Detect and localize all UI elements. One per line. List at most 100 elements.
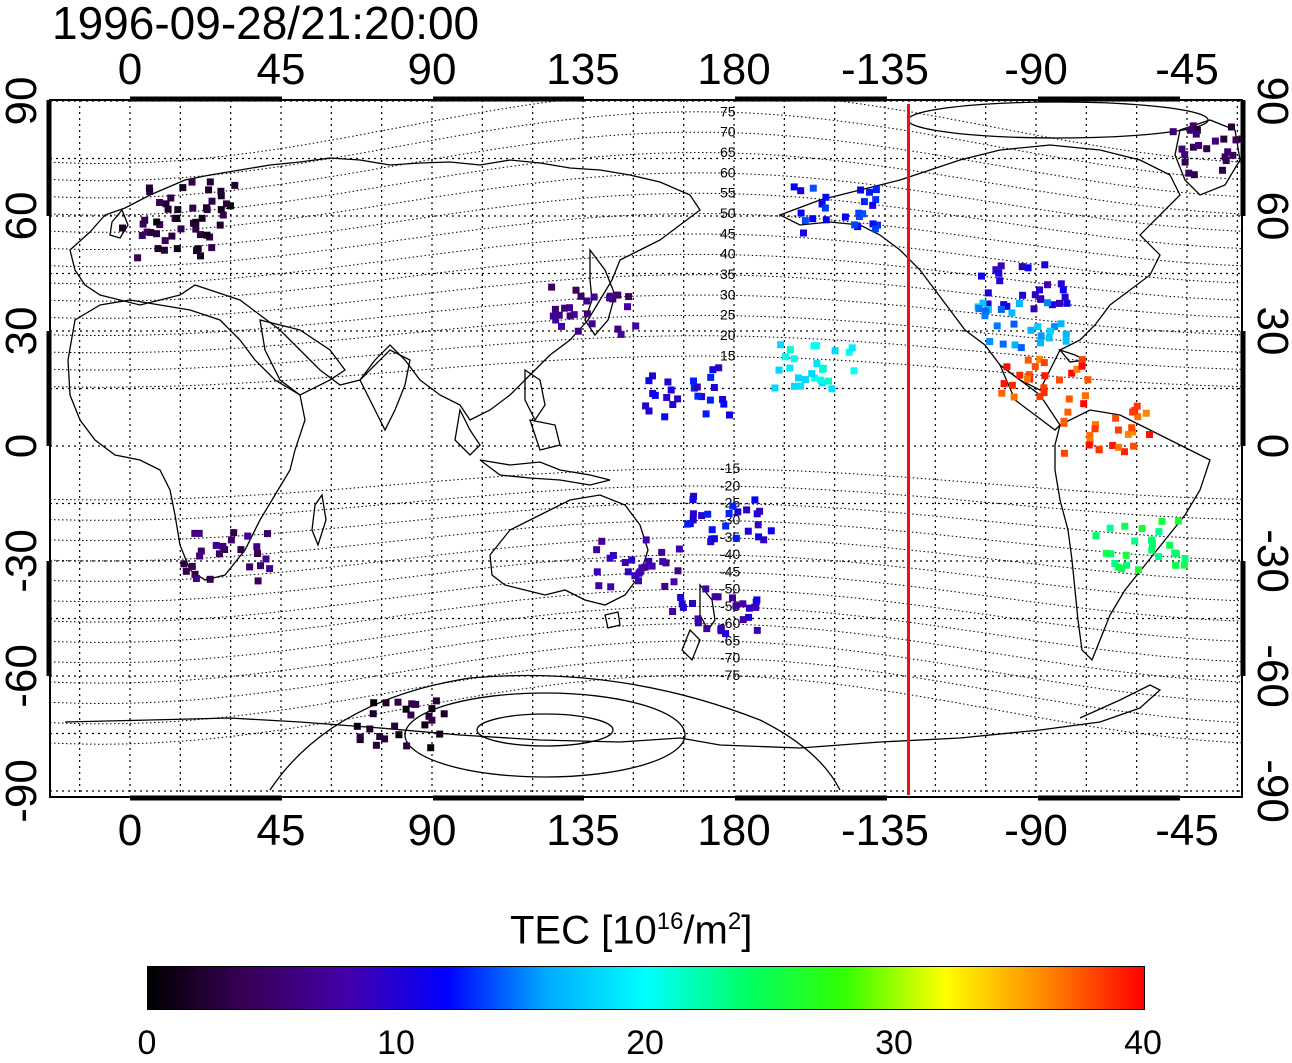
lat-tick-label-left: 30 <box>0 307 46 356</box>
tec-square <box>756 507 764 515</box>
tec-square <box>828 385 836 393</box>
tec-square <box>874 221 881 229</box>
tec-square <box>708 526 716 534</box>
mag-lat-contour <box>50 537 1242 582</box>
tec-square <box>745 604 753 612</box>
lon-tick-label-bottom: -135 <box>841 806 929 855</box>
tec-square <box>797 187 805 195</box>
tec-square <box>732 534 740 542</box>
lat-tick-label-left: -60 <box>0 644 46 708</box>
tec-square <box>1238 135 1242 143</box>
tec-square <box>192 225 200 233</box>
tec-square <box>809 215 817 223</box>
tec-square <box>1107 550 1115 558</box>
tec-square <box>869 201 877 209</box>
tec-square <box>722 522 730 530</box>
tec-square <box>690 377 697 385</box>
tec-square <box>850 367 858 375</box>
tec-square <box>1056 299 1063 307</box>
lat-ticks-right: 90 60 30 0 -30 -60 -90 <box>1248 77 1292 823</box>
lon-tick-label-bottom: -45 <box>1155 806 1219 855</box>
tec-square <box>161 237 169 245</box>
tec-square <box>230 529 238 537</box>
tec-square <box>196 231 204 239</box>
tec-square <box>689 496 697 504</box>
tec-square <box>995 269 1003 277</box>
tec-square <box>583 310 591 318</box>
tec-square <box>638 564 646 572</box>
tec-square <box>1037 295 1045 303</box>
tec-square <box>993 322 1001 330</box>
tec-square <box>872 196 880 204</box>
tec-square <box>1109 442 1117 449</box>
tec-square <box>855 209 863 217</box>
tec-square <box>203 231 211 239</box>
tec-square <box>1031 363 1039 371</box>
tec-square <box>975 305 983 313</box>
lon-tick-label-top: -90 <box>1004 45 1068 94</box>
tec-square <box>1040 389 1048 397</box>
tec-square <box>1018 263 1026 271</box>
tec-square <box>208 244 216 252</box>
tec-square <box>674 395 682 403</box>
lat-tick-label-left: 0 <box>0 434 46 458</box>
tec-square <box>139 220 147 228</box>
mag-lat-label: 20 <box>720 327 736 343</box>
tec-square <box>1078 356 1086 364</box>
tec-square <box>1181 555 1189 562</box>
tec-square <box>777 341 785 349</box>
colorbar-tick-label: 40 <box>1124 1024 1162 1062</box>
lon-tick-label-top: 180 <box>697 45 770 94</box>
tec-square <box>219 211 227 219</box>
tec-square <box>669 608 677 615</box>
tec-square <box>574 327 582 335</box>
tec-square <box>436 730 444 738</box>
tec-square <box>1195 142 1203 149</box>
tec-square <box>704 510 712 518</box>
tec-square <box>1121 522 1129 530</box>
tec-square <box>698 512 706 520</box>
tec-square <box>160 246 168 254</box>
tec-square <box>1063 299 1071 307</box>
tec-square <box>607 583 615 591</box>
lat-tick-label-right: -60 <box>1248 644 1292 708</box>
tec-square <box>997 305 1005 313</box>
tec-square <box>709 366 717 374</box>
tec-square <box>1061 293 1069 301</box>
tec-square <box>1146 431 1153 438</box>
tec-square <box>1008 309 1016 317</box>
tec-square <box>598 537 606 545</box>
tec-square <box>134 254 142 262</box>
tec-square <box>1017 344 1025 352</box>
tec-square <box>1115 443 1123 451</box>
tec-square <box>786 346 794 354</box>
lon-tick-label-top: 0 <box>118 45 142 94</box>
tec-square <box>1131 537 1139 545</box>
tec-square <box>1003 302 1011 310</box>
lat-tick-label-right: -90 <box>1248 759 1292 823</box>
tec-square <box>227 202 234 210</box>
tec-square <box>822 193 830 201</box>
tec-square <box>153 218 161 226</box>
tec-square <box>402 705 410 713</box>
mag-lat-contour <box>50 674 1242 745</box>
colorbar-tick-label: 10 <box>377 1024 415 1062</box>
tec-square <box>1056 376 1063 384</box>
mag-lat-contour <box>50 657 1242 725</box>
tec-square <box>180 560 188 568</box>
tec-square <box>694 392 702 400</box>
tec-square <box>845 348 853 356</box>
tec-square <box>1121 448 1128 456</box>
mag-lat-contour <box>50 111 1242 182</box>
tec-square <box>1065 395 1073 403</box>
tec-square <box>217 192 225 200</box>
tec-square <box>812 342 820 350</box>
mag-lat-label: -40 <box>720 546 740 562</box>
lat-tick-label-right: -30 <box>1248 529 1292 593</box>
tec-square <box>1016 300 1023 307</box>
tec-square <box>138 232 146 239</box>
tec-square <box>353 722 361 730</box>
lat-ticks-left: 90 60 30 0 -30 -60 -90 <box>0 77 46 823</box>
tec-square <box>1060 417 1068 425</box>
tec-square <box>752 603 760 611</box>
